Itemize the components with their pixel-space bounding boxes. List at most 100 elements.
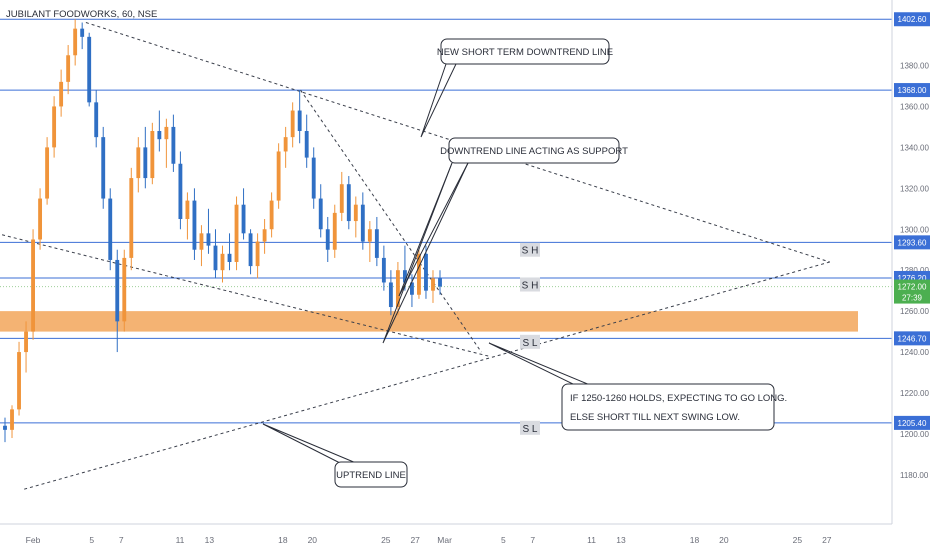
y-tick-label: 1320.00 <box>900 184 929 193</box>
candle-body <box>346 184 351 222</box>
x-tick-label: 27 <box>410 535 420 545</box>
y-tick-label: 1180.00 <box>900 471 929 480</box>
callout-text-strategy-2: ELSE SHORT TILL NEXT SWING LOW. <box>570 412 740 423</box>
candle-body <box>206 233 211 246</box>
level-price-tag <box>894 83 930 98</box>
zone-label: S H <box>522 246 539 257</box>
candle-body <box>339 184 344 213</box>
candle-body <box>80 28 85 37</box>
x-tick-label: 5 <box>501 535 506 545</box>
x-tick-label: 7 <box>119 535 124 545</box>
level-price-tag <box>894 415 930 430</box>
candle-body <box>185 200 190 220</box>
callout-pointer-strategy <box>488 342 591 386</box>
candle-body <box>367 229 372 242</box>
candle-body <box>17 352 21 410</box>
candle-body <box>269 200 274 230</box>
callout-text-uptrend: UPTREND LINE <box>336 470 406 481</box>
y-tick-label: 1280.00 <box>900 266 929 275</box>
x-tick-label: 11 <box>176 535 185 545</box>
candle-body <box>424 253 428 291</box>
candle-body <box>283 137 288 152</box>
zone-label: S H <box>522 281 539 292</box>
candle-body <box>360 204 365 242</box>
x-tick-label: Mar <box>437 535 452 545</box>
zone-label: S L <box>522 424 537 435</box>
candle-body <box>143 147 148 179</box>
candle-body <box>374 229 379 258</box>
x-tick-label: 25 <box>381 535 391 545</box>
candle-body <box>45 147 50 199</box>
candle-body <box>115 259 120 322</box>
candle-body <box>353 204 358 222</box>
candle-body <box>66 55 71 82</box>
callout-box-uptrend <box>334 461 408 488</box>
zone-label-bg <box>520 420 540 435</box>
candle-body <box>24 331 28 353</box>
x-tick-label: 13 <box>205 535 215 545</box>
callout-box-support <box>448 137 620 164</box>
candle-body <box>59 81 64 107</box>
candle-body <box>290 110 295 138</box>
callout-pointer-support <box>382 162 469 344</box>
callout-text-support: DOWNTREND LINE ACTING AS SUPPORT <box>440 146 628 157</box>
candle-body <box>178 163 183 220</box>
level-price-tag <box>894 12 930 27</box>
y-tick-label: 1200.00 <box>900 430 929 439</box>
candle-body <box>87 36 92 103</box>
candle-body <box>122 257 127 322</box>
callout-pointer-uptrend <box>262 423 357 464</box>
candle-body <box>199 233 204 250</box>
candle-body <box>52 106 57 148</box>
candle-body <box>164 126 169 140</box>
chart-title: JUBILANT FOODWORKS, 60, NSE <box>6 9 157 20</box>
callout-pointer-new-downtrend <box>420 63 457 138</box>
level-price-tag <box>894 235 930 250</box>
level-price-label: 1276.20 <box>898 274 927 283</box>
candle-body <box>220 253 225 271</box>
y-tick-label: 1220.00 <box>900 389 929 398</box>
x-tick-label: 13 <box>616 535 626 545</box>
x-tick-label: 27 <box>822 535 832 545</box>
callout-box-strategy <box>561 383 775 431</box>
candle-body <box>3 425 7 430</box>
zone-label-bg <box>520 277 540 292</box>
countdown-label: 27:39 <box>902 294 923 303</box>
candle-body <box>431 278 435 291</box>
candle-body <box>262 229 267 242</box>
candle-body <box>381 257 386 283</box>
trendline-short-downtrend <box>300 89 482 353</box>
candle-body <box>248 233 253 267</box>
candle-body <box>101 137 106 199</box>
y-tick-label: 1240.00 <box>900 348 929 357</box>
level-price-label: 1205.40 <box>898 419 927 428</box>
level-price-label: 1368.00 <box>898 86 927 95</box>
x-tick-label: 11 <box>587 535 596 545</box>
candle-body <box>304 131 309 158</box>
level-price-label: 1246.70 <box>898 334 927 343</box>
callout-pointer-support-2 <box>398 162 469 297</box>
candle-body <box>325 229 330 250</box>
candle-body <box>410 282 414 295</box>
candle-body <box>297 110 302 131</box>
x-tick-label: 25 <box>793 535 803 545</box>
candle-body <box>241 204 246 234</box>
candle-body <box>10 409 14 430</box>
candle-body <box>255 241 260 267</box>
support-zone <box>0 311 858 332</box>
last-price-label: 1272.00 <box>898 283 927 292</box>
y-tick-label: 1340.00 <box>900 143 929 152</box>
candle-body <box>332 212 337 250</box>
candle-body <box>108 198 113 260</box>
x-tick-label: 7 <box>530 535 535 545</box>
y-tick-label: 1360.00 <box>900 102 929 111</box>
candle-body <box>417 253 421 295</box>
x-tick-label: 20 <box>308 535 318 545</box>
x-tick-label: 5 <box>89 535 94 545</box>
candle-body <box>192 200 197 250</box>
candle-body <box>388 282 393 308</box>
callout-text-new-downtrend: NEW SHORT TERM DOWNTREND LINE <box>437 47 613 58</box>
